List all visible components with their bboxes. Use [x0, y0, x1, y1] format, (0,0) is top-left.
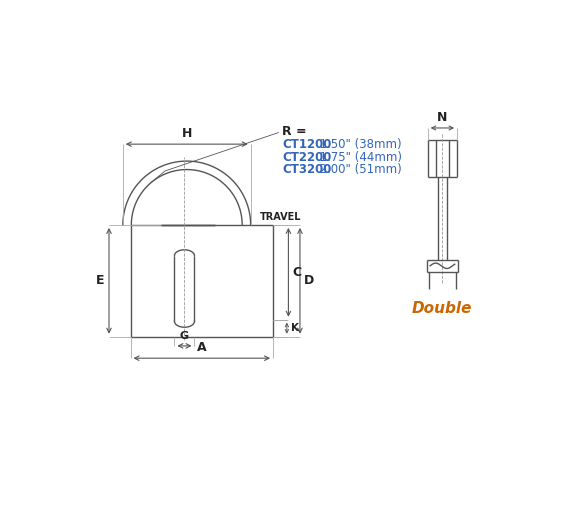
Text: H: H [182, 127, 192, 140]
Text: N: N [437, 111, 448, 124]
Text: R =: R = [282, 125, 307, 138]
Text: TRAVEL: TRAVEL [260, 212, 301, 222]
Text: G: G [180, 331, 189, 341]
Text: Double: Double [412, 301, 473, 316]
Text: A: A [197, 341, 207, 354]
Text: CT3200: CT3200 [282, 163, 332, 176]
Text: K: K [291, 323, 299, 333]
Text: 1.75" (44mm): 1.75" (44mm) [312, 151, 401, 164]
Text: 2.00" (51mm): 2.00" (51mm) [312, 163, 401, 176]
Text: C: C [292, 266, 301, 279]
Text: CT2200: CT2200 [282, 151, 332, 164]
Text: D: D [304, 275, 314, 287]
Text: E: E [96, 275, 104, 287]
Text: 1.50" (38mm): 1.50" (38mm) [312, 139, 401, 152]
Text: CT1200: CT1200 [282, 139, 332, 152]
